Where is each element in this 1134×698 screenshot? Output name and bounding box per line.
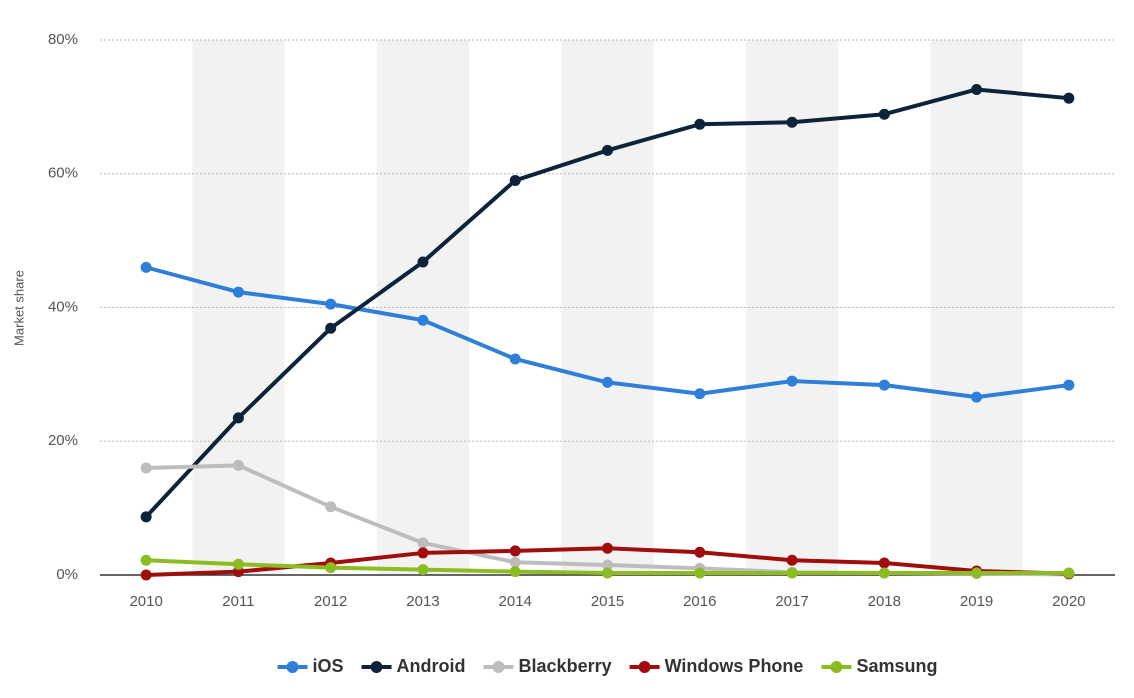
data-point — [786, 116, 798, 128]
data-point — [602, 144, 613, 156]
data-point — [140, 554, 152, 566]
data-point — [786, 375, 798, 387]
band — [192, 40, 285, 575]
x-tick-label: 2020 — [1052, 593, 1085, 610]
data-point — [325, 501, 337, 513]
band — [561, 40, 654, 575]
legend-marker — [492, 661, 505, 673]
data-point — [878, 379, 890, 391]
data-point — [1063, 567, 1075, 579]
data-point — [878, 567, 890, 579]
legend-label: iOS — [313, 656, 344, 676]
data-point — [509, 353, 521, 365]
data-point — [694, 567, 706, 579]
data-point — [602, 542, 613, 554]
data-point — [971, 83, 983, 95]
x-tick-label: 2017 — [775, 593, 808, 610]
data-point — [1063, 379, 1075, 391]
legend-label: Blackberry — [519, 656, 612, 676]
data-point — [509, 174, 521, 186]
legend-marker — [830, 661, 843, 673]
x-tick-label: 2016 — [683, 593, 716, 610]
data-point — [509, 556, 521, 568]
data-point — [602, 376, 613, 388]
data-point — [325, 298, 337, 310]
data-point — [232, 286, 244, 298]
data-point — [694, 118, 706, 130]
data-point — [325, 322, 337, 334]
data-point — [971, 391, 983, 403]
y-tick-label: 60% — [48, 165, 78, 182]
x-tick-label: 2019 — [960, 593, 993, 610]
x-tick-label: 2012 — [314, 593, 347, 610]
legend-label: Android — [397, 656, 466, 676]
data-point — [140, 511, 152, 523]
data-point — [694, 388, 706, 400]
data-point — [140, 569, 152, 581]
data-point — [509, 566, 521, 578]
x-tick-label: 2018 — [868, 593, 901, 610]
data-point — [417, 547, 429, 559]
data-point — [509, 545, 521, 557]
data-point — [878, 108, 890, 120]
y-axis-label: Market share — [11, 270, 26, 346]
legend-label: Windows Phone — [665, 656, 804, 676]
x-tick-label: 2013 — [406, 593, 439, 610]
data-point — [232, 412, 244, 424]
legend-marker — [638, 661, 651, 673]
data-point — [602, 559, 613, 571]
y-tick-label: 40% — [48, 298, 78, 315]
data-point — [971, 567, 983, 579]
x-tick-label: 2015 — [591, 593, 624, 610]
data-point — [417, 256, 429, 268]
x-tick-label: 2011 — [222, 593, 254, 610]
legend-marker — [286, 661, 299, 673]
x-tick-label: 2010 — [129, 593, 162, 610]
data-point — [694, 546, 706, 558]
data-point — [878, 557, 890, 569]
data-point — [786, 567, 798, 579]
data-point — [417, 564, 429, 576]
data-point — [140, 462, 152, 474]
data-point — [1063, 92, 1075, 104]
data-point — [140, 261, 152, 273]
legend-marker — [370, 661, 383, 673]
data-point — [602, 567, 613, 579]
data-point — [417, 314, 429, 326]
legend: iOS Android Blackberry Windows Phone Samsung — [277, 656, 937, 676]
legend-label: Samsung — [856, 656, 937, 676]
data-point — [325, 562, 337, 574]
data-point — [232, 558, 244, 570]
data-point — [232, 459, 244, 471]
y-tick-label: 80% — [48, 31, 78, 48]
y-tick-label: 20% — [48, 432, 78, 449]
x-tick-label: 2014 — [499, 593, 532, 610]
data-point — [786, 554, 798, 566]
y-tick-label: 0% — [56, 566, 78, 583]
data-point — [417, 537, 429, 549]
band — [376, 40, 470, 575]
